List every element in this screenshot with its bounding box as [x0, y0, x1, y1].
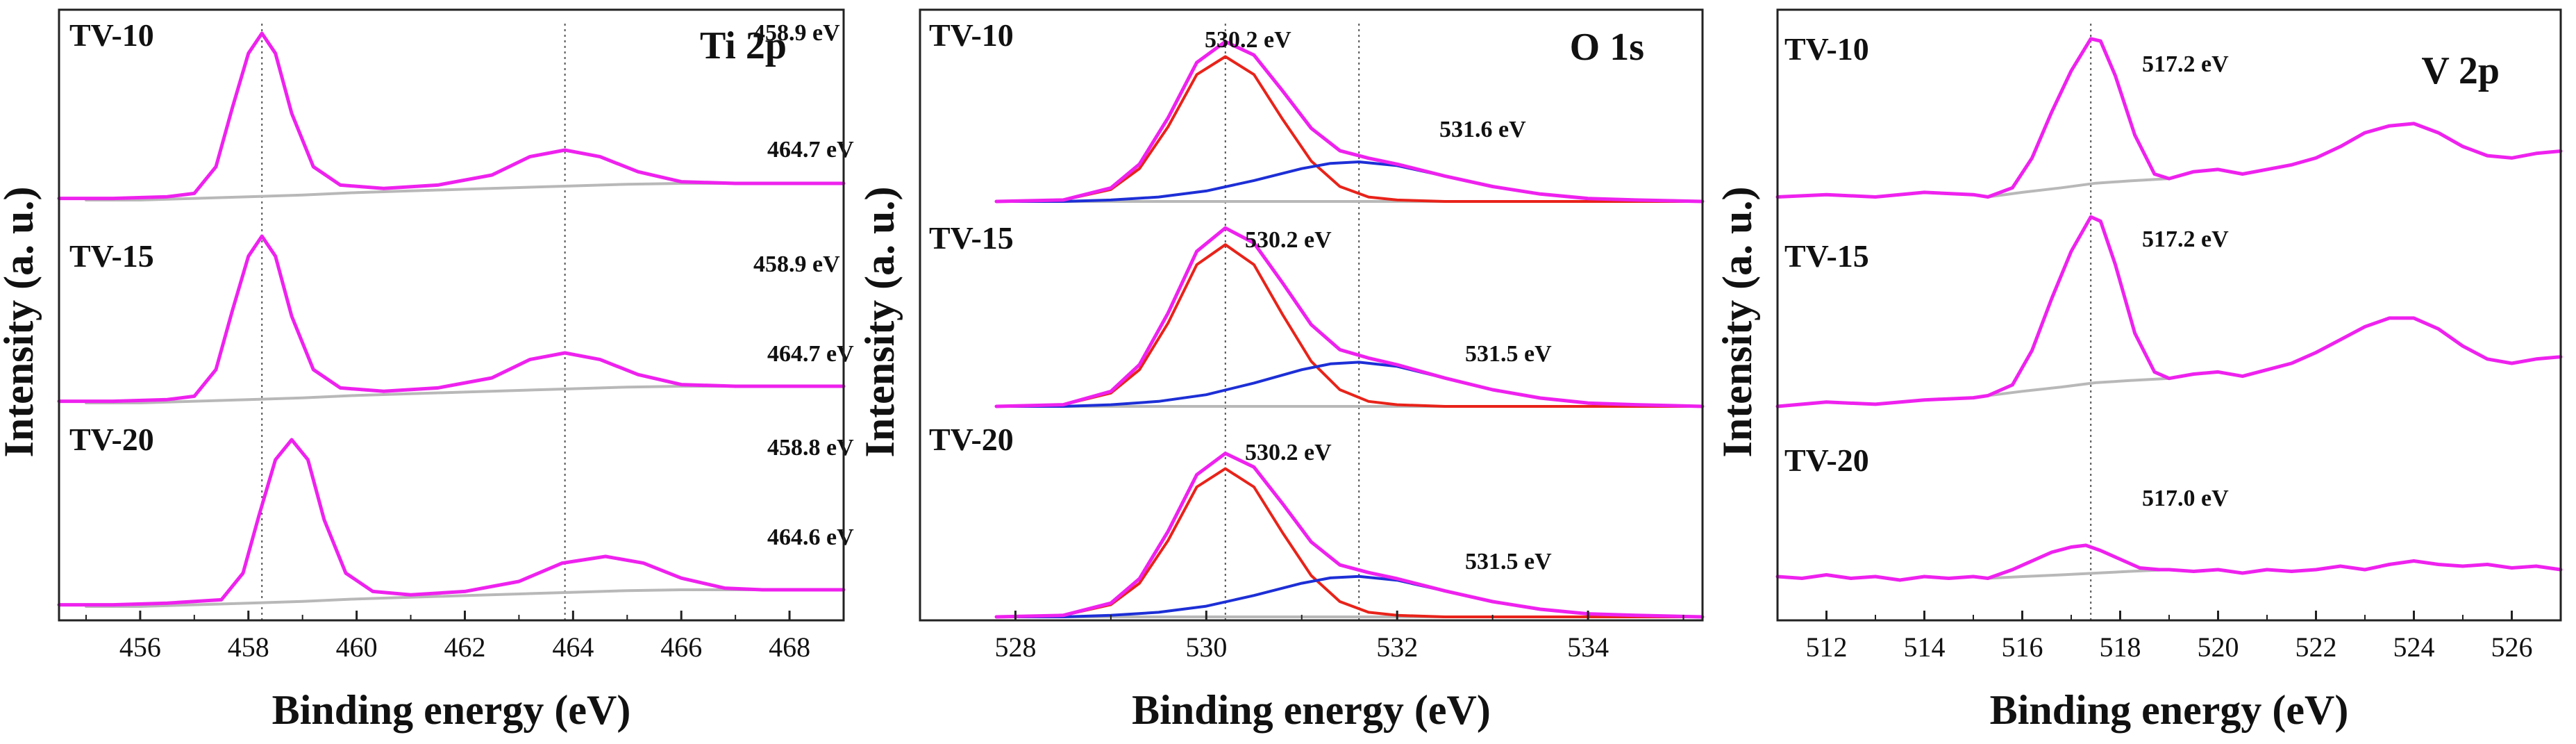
- series-envelope-tv-20: [994, 452, 1705, 619]
- element-title-ti-2p: Ti 2p: [700, 24, 787, 67]
- peak-label-531-6-ev: 531.6 eV: [1439, 117, 1526, 142]
- x-axis-title: Binding energy (eV): [1132, 687, 1491, 733]
- x-tick-label-458: 458: [228, 631, 269, 663]
- panel-ti-2p: TV-10 458.9 eV 464.7 eV TV-15 458.9 eV 464.7 …: [0, 8, 854, 733]
- x-tick-label-512: 512: [1806, 631, 1848, 663]
- x-tick-label-516: 516: [2002, 631, 2043, 663]
- peak-label-531-5-ev: 531.5 eV: [1465, 549, 1552, 574]
- series-fit-tv-10: [192, 32, 683, 195]
- element-title-o-1s: O 1s: [1570, 26, 1644, 69]
- series-background-tv-10: [1987, 177, 2171, 199]
- y-axis-title: Intensity (a. u.): [857, 186, 903, 457]
- x-tick-label-460: 460: [336, 631, 378, 663]
- sample-label-tv-20: TV-20: [69, 422, 154, 457]
- peak-label-464-7-ev: 464.7 eV: [767, 137, 854, 163]
- peak-label-517-2-ev: 517.2 eV: [2142, 226, 2229, 252]
- x-tick-label-518: 518: [2100, 631, 2141, 663]
- sample-label-tv-10: TV-10: [69, 17, 154, 53]
- series-raw-tv-15: [1775, 215, 2563, 408]
- x-tick-label-524: 524: [2393, 631, 2435, 663]
- sample-label-tv-20: TV-20: [929, 422, 1014, 457]
- x-tick-label-514: 514: [1904, 631, 1946, 663]
- peak-label-458-9-ev: 458.9 eV: [753, 20, 840, 46]
- peak-label-458-9-ev: 458.9 eV: [753, 251, 840, 277]
- sample-label-tv-15: TV-15: [929, 220, 1014, 256]
- plot-frame: [58, 8, 845, 622]
- series-background-tv-20: [1987, 568, 2171, 580]
- x-tick-label-526: 526: [2491, 631, 2533, 663]
- series-o-adsorbed-tv-20: [995, 574, 1704, 618]
- x-tick-label-464: 464: [552, 631, 594, 663]
- x-tick-label-466: 466: [660, 631, 702, 663]
- x-tick-label-462: 462: [444, 631, 485, 663]
- sample-label-tv-15: TV-15: [1784, 238, 1869, 274]
- peak-label-517-0-ev: 517.0 eV: [2142, 486, 2229, 511]
- series-o-adsorbed-tv-10: [995, 160, 1704, 203]
- peak-label-464-7-ev: 464.7 eV: [767, 341, 854, 367]
- series-raw-tv-10: [57, 31, 846, 201]
- series-fit-tv-20: [219, 438, 726, 602]
- series-o-adsorbed-tv-15: [995, 361, 1704, 408]
- x-tick-label-530: 530: [1185, 631, 1227, 663]
- x-tick-label-456: 456: [119, 631, 161, 663]
- x-tick-label-522: 522: [2295, 631, 2337, 663]
- series-o-lattice-tv-20: [995, 467, 1704, 618]
- x-axis-title: Binding energy (eV): [1990, 687, 2349, 733]
- series-background-tv-15: [1987, 377, 2171, 397]
- series-raw-tv-10: [1775, 37, 2563, 199]
- y-axis-title: Intensity (a. u.): [1714, 186, 1760, 457]
- series-envelope-tv-10: [994, 40, 1705, 204]
- x-axis-title: Binding energy (eV): [272, 687, 631, 733]
- series-raw-tv-20: [57, 438, 846, 607]
- panel-v-2p: TV-10 517.2 eV TV-15 517.2 eV TV-20 517.0 eV V…: [1714, 8, 2563, 733]
- sample-label-tv-15: TV-15: [69, 238, 154, 274]
- sample-label-tv-20: TV-20: [1784, 443, 1869, 478]
- series-o-lattice-tv-15: [995, 243, 1704, 408]
- peak-label-464-6-ev: 464.6 eV: [767, 524, 854, 550]
- series-o-lattice-tv-10: [995, 55, 1704, 203]
- plot-frame: [919, 8, 1704, 622]
- peak-label-530-2-ev: 530.2 eV: [1245, 440, 1332, 465]
- series-background-tv-20: [85, 588, 845, 608]
- x-tick-label-468: 468: [769, 631, 810, 663]
- x-tick-label-532: 532: [1376, 631, 1418, 663]
- sample-label-tv-10: TV-10: [1784, 31, 1869, 67]
- x-tick-label-534: 534: [1567, 631, 1609, 663]
- peak-label-530-2-ev: 530.2 eV: [1245, 227, 1332, 253]
- sample-label-tv-10: TV-10: [929, 17, 1014, 53]
- series-raw-tv-20: [1775, 543, 2563, 582]
- x-tick-label-528: 528: [994, 631, 1036, 663]
- element-title-v-2p: V 2p: [2421, 49, 2500, 92]
- plot-frame: [1776, 8, 2562, 622]
- peak-label-531-5-ev: 531.5 eV: [1465, 341, 1552, 367]
- peak-label-517-2-ev: 517.2 eV: [2142, 51, 2229, 77]
- panel-o-1s: TV-10 530.2 eV 531.6 eV TV-15 530.2 eV 531.5 …: [857, 8, 1705, 733]
- peak-label-458-8-ev: 458.8 eV: [767, 435, 854, 461]
- series-envelope-tv-15: [994, 226, 1705, 408]
- series-fit-tv-15: [192, 235, 683, 398]
- x-tick-label-520: 520: [2198, 631, 2239, 663]
- series-raw-tv-15: [57, 234, 846, 404]
- y-axis-title: Intensity (a. u.): [0, 186, 42, 457]
- peak-label-530-2-ev: 530.2 eV: [1205, 27, 1291, 53]
